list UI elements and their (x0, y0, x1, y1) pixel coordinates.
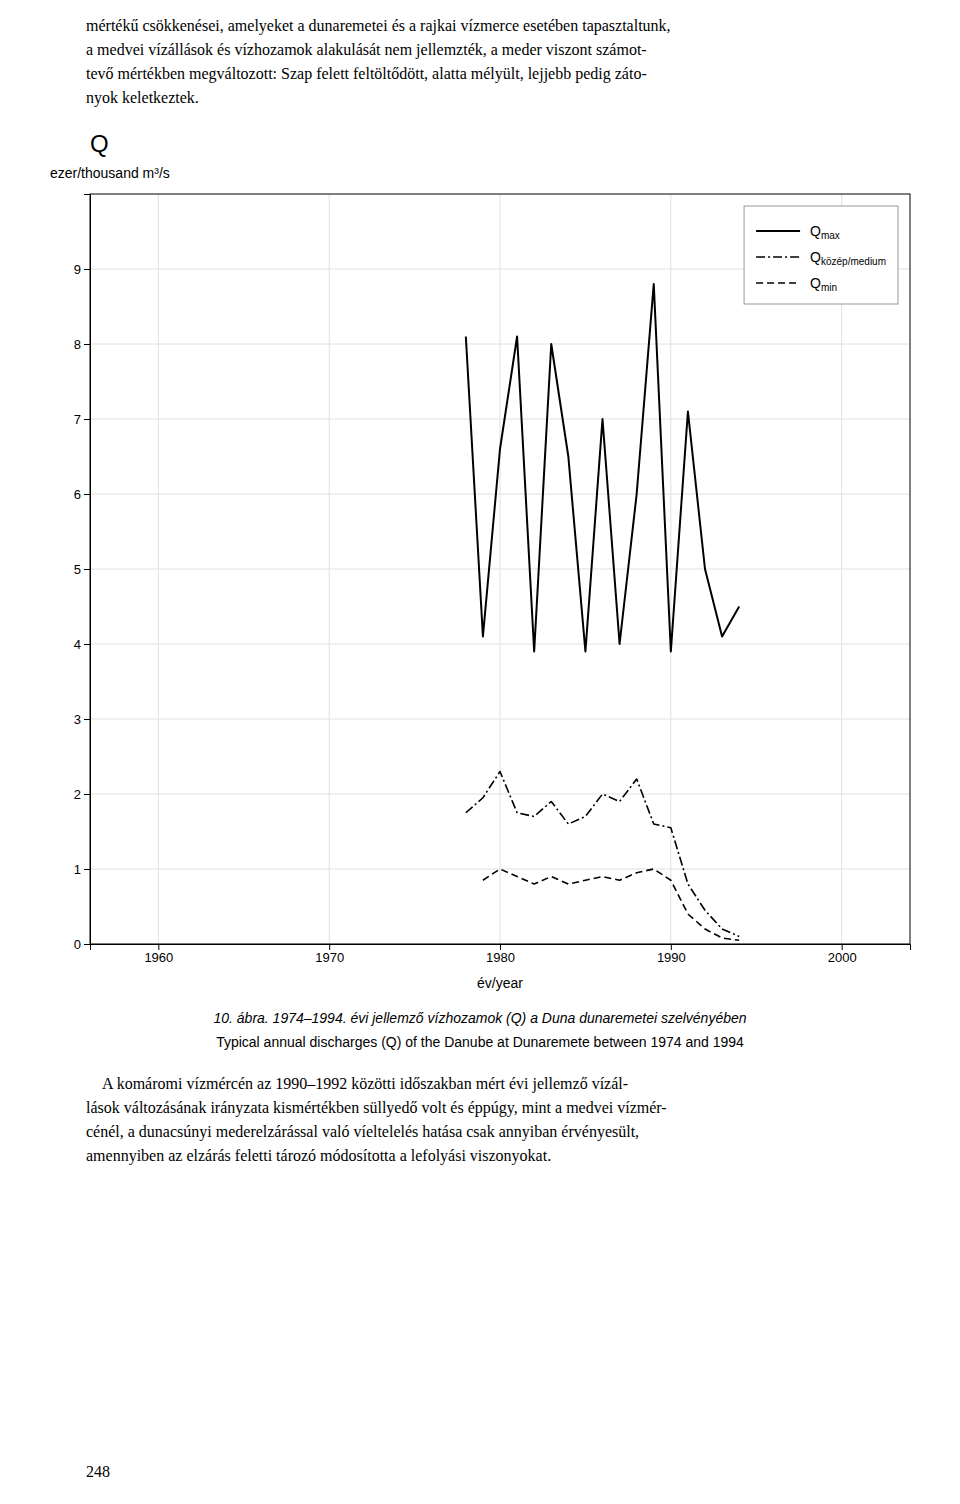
tick: 3 (74, 712, 90, 727)
grid-line (158, 194, 159, 944)
tick-label: 1980 (486, 950, 515, 965)
plot-frame (90, 194, 910, 944)
legend-label: Qmax (810, 223, 840, 241)
x-axis: 1960 1970 1980 1990 2000 (91, 944, 911, 965)
tick-mark (84, 719, 90, 720)
tick: 6 (74, 487, 90, 502)
legend-label: Qmin (810, 275, 837, 293)
tick: 8 (74, 337, 90, 352)
legend: Qmax Qközép/medium Qmin (744, 206, 898, 304)
grid-line (329, 194, 330, 944)
tick: 4 (74, 637, 90, 652)
tick-label: 1 (74, 862, 81, 877)
tick-mark (671, 944, 672, 950)
grid (90, 194, 910, 944)
tick: 9 (74, 262, 90, 277)
tick-mark (84, 944, 90, 945)
series-line (466, 284, 739, 652)
tick-mark (84, 494, 90, 495)
tick-label: 1960 (144, 950, 173, 965)
tick: 1980 (486, 944, 515, 965)
tick: 1960 (144, 944, 173, 965)
legend-swatch (756, 256, 800, 258)
tick-label: 3 (74, 712, 81, 727)
tick-mark (842, 944, 843, 950)
legend-item: Qmax (756, 223, 840, 241)
grid-line (841, 194, 842, 944)
series-group (466, 284, 739, 940)
tick-label: 5 (74, 562, 81, 577)
tick: 0 (74, 937, 90, 952)
x-axis-label: év/year (477, 975, 523, 991)
tick-mark (158, 944, 159, 950)
tick-label: 6 (74, 487, 81, 502)
legend-item: Qmin (756, 275, 837, 293)
bottom-text: A komáromi vízmércén az 1990–1992 között… (86, 1072, 906, 1168)
tick: 2 (74, 787, 90, 802)
tick-mark (84, 419, 90, 420)
axis-line (91, 945, 911, 951)
tick-label: 2000 (828, 950, 857, 965)
page-number: 248 (86, 1460, 286, 1484)
caption-line: Typical annual discharges (Q) of the Dan… (60, 1034, 900, 1050)
tick: 1990 (657, 944, 686, 965)
legend-label: Qközép/medium (810, 249, 886, 267)
legend-swatch (756, 230, 800, 232)
tick-mark (84, 569, 90, 570)
tick: 1 (74, 862, 90, 877)
tick-label: 1970 (315, 950, 344, 965)
series-line (483, 869, 739, 940)
tick-mark (329, 944, 330, 950)
tick-label: 7 (74, 412, 81, 427)
top-text: mértékű csökkenései, amelyeket a dunarem… (86, 14, 906, 110)
tick-mark (84, 869, 90, 870)
legend-swatch (756, 282, 800, 284)
legend-box (744, 206, 898, 304)
tick: 5 (74, 562, 90, 577)
chart: 1960 1970 1980 1990 2000 0 1 2 3 4 5 6 7 8 9 Qezer/thou… (0, 122, 960, 1002)
tick-mark (84, 269, 90, 270)
y-axis-label: ezer/thousand m³/s (50, 165, 170, 181)
tick-mark (500, 944, 501, 950)
grid-line (500, 194, 501, 944)
axis-line (84, 195, 91, 945)
tick-mark (84, 644, 90, 645)
tick-label: 4 (74, 637, 81, 652)
series-line (466, 772, 739, 937)
plot: 1960 1970 1980 1990 2000 0 1 2 3 4 5 6 7 8 9 Qezer/thou… (50, 130, 911, 991)
caption-line: 10. ábra. 1974–1994. évi jellemző vízhoz… (60, 1010, 900, 1026)
tick-label: 1990 (657, 950, 686, 965)
y-axis: 0 1 2 3 4 5 6 7 8 9 (74, 195, 91, 952)
tick: 7 (74, 412, 90, 427)
tick-label: 2 (74, 787, 81, 802)
tick: 2000 (828, 944, 857, 965)
legend-item: Qközép/medium (756, 249, 886, 267)
tick-label: 9 (74, 262, 81, 277)
tick-label: 0 (74, 937, 81, 952)
page: {"chart_data": { "type": "line", "title"… (0, 0, 960, 1504)
tick-label: 8 (74, 337, 81, 352)
title: Q (90, 130, 109, 157)
tick-mark (84, 794, 90, 795)
tick-mark (84, 344, 90, 345)
tick: 1970 (315, 944, 344, 965)
